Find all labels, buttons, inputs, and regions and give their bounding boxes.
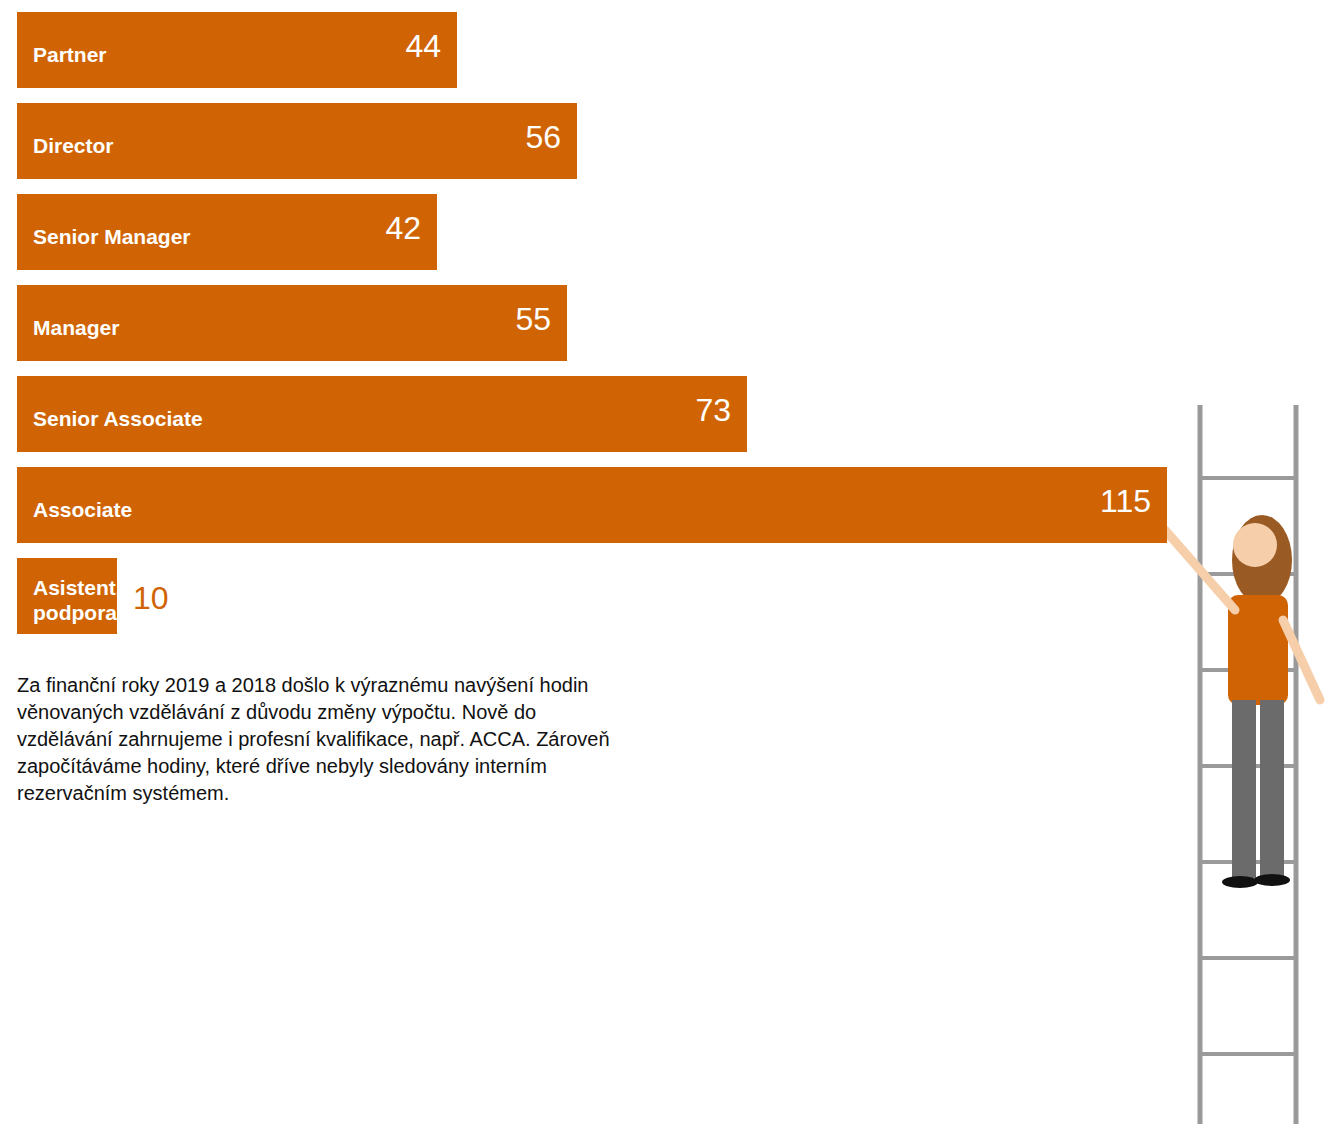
svg-text:56: 56 <box>525 119 561 155</box>
svg-text:Associate: Associate <box>33 498 132 521</box>
svg-text:Asistent,: Asistent, <box>33 576 122 599</box>
svg-text:44: 44 <box>405 28 441 64</box>
svg-text:42: 42 <box>385 210 421 246</box>
svg-text:Manager: Manager <box>33 316 119 339</box>
svg-text:73: 73 <box>695 392 731 428</box>
html-text:Za finanční roky 2019 a 2018 d: Za finanční roky 2019 a 2018 došlo k výr… <box>17 674 610 804</box>
svg-text:podpora: podpora <box>33 601 117 624</box>
svg-text:55: 55 <box>515 301 551 337</box>
svg-text:Senior Manager: Senior Manager <box>33 225 191 248</box>
svg-text:115: 115 <box>1100 483 1151 519</box>
svg-text:Partner: Partner <box>33 43 107 66</box>
svg-text:10: 10 <box>133 580 169 616</box>
svg-text:Senior Associate: Senior Associate <box>33 407 203 430</box>
svg-text:Director: Director <box>33 134 114 157</box>
